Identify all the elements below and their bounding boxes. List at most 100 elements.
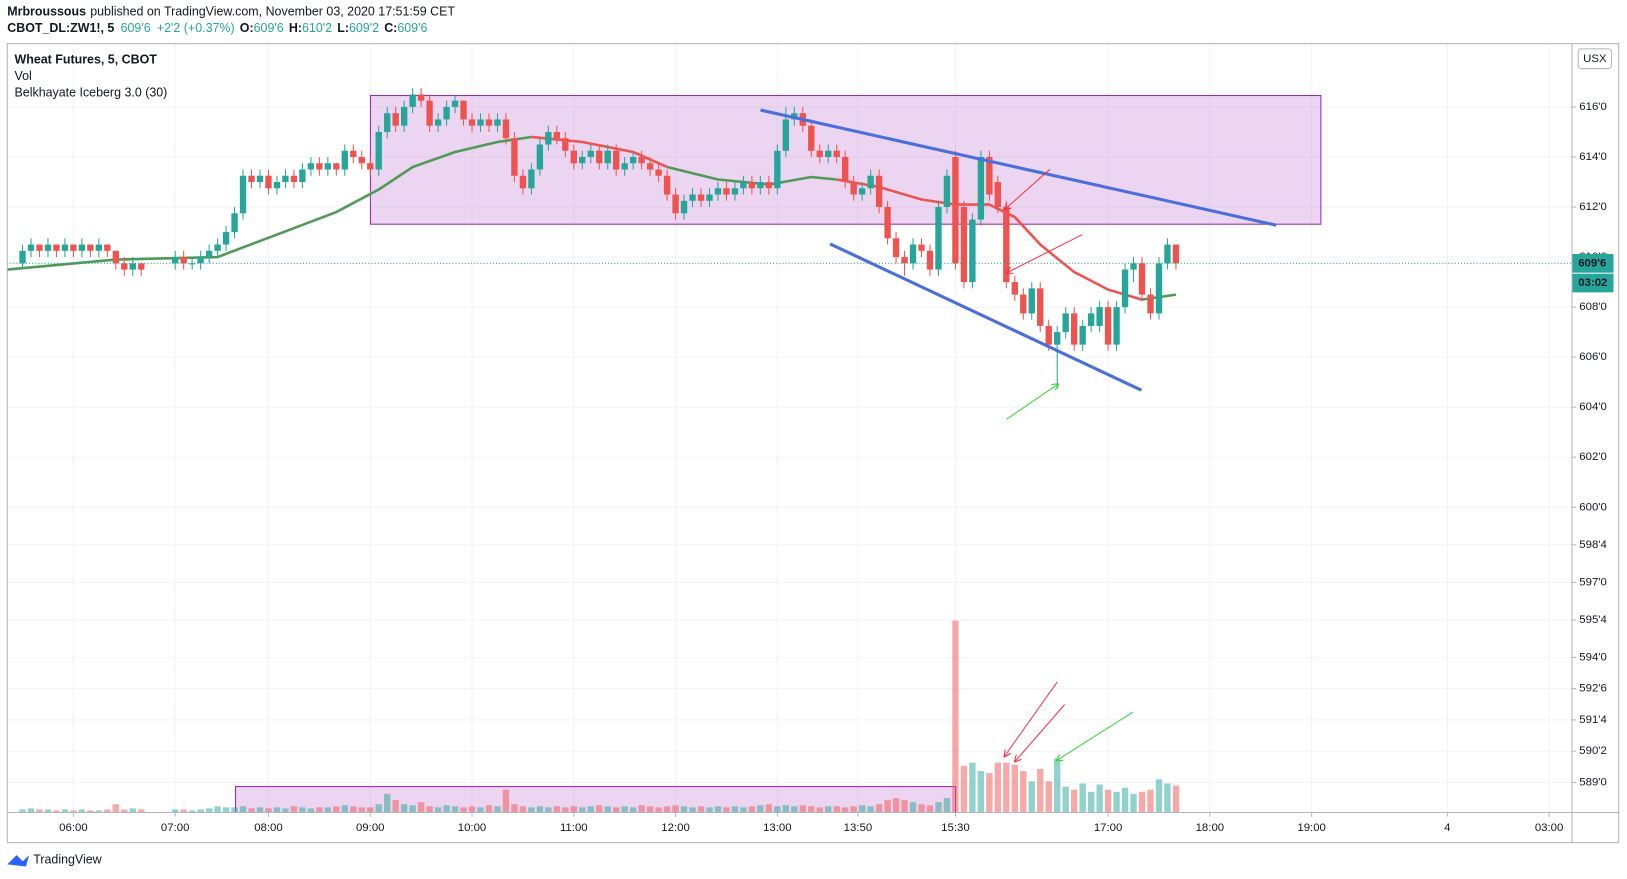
volume-bar [44, 809, 52, 813]
candle-body [87, 244, 94, 251]
candle-body [299, 169, 306, 183]
candle-body [748, 182, 756, 189]
volume-bar [1003, 762, 1010, 813]
volume-bar [282, 808, 289, 813]
volume-bar [1155, 779, 1163, 813]
volume-bar [367, 807, 374, 813]
volume-bar [1164, 783, 1171, 813]
quote-line: CBOT_DL:ZW1!, 5 609'6 +2'2 (+0.37%) O:609'6… [7, 21, 427, 35]
volume-bar [528, 807, 535, 813]
candle-body [197, 257, 204, 264]
candle-body [1172, 244, 1180, 264]
volume-bar [1062, 786, 1069, 813]
volume-bar [765, 804, 773, 813]
volume-bar [799, 805, 806, 813]
change: +2'2 (+0.37%) [157, 21, 235, 35]
candle-body [562, 138, 569, 151]
candle-body [646, 163, 654, 170]
x-tick-label: 12:00 [661, 822, 690, 834]
countdown-badge [1572, 273, 1614, 293]
volume-bar [1121, 787, 1129, 813]
y-tick-label: 590'2 [1579, 745, 1607, 757]
volume-bar [172, 809, 179, 813]
candle-body [1121, 269, 1129, 308]
candle-body [1138, 263, 1146, 295]
candle-body [918, 244, 925, 251]
volume-bar [324, 807, 332, 813]
candle-body [1062, 313, 1069, 333]
candle-body [969, 219, 976, 283]
candle-body [417, 94, 425, 101]
ohlc-value: 610'2 [302, 21, 332, 35]
ohlc-value: 609'6 [254, 21, 284, 35]
volume-bar [1172, 785, 1180, 813]
volume-bar [256, 807, 264, 813]
candle-body [1147, 294, 1154, 314]
candle-body [1037, 288, 1044, 326]
trendline [829, 242, 1143, 392]
candle-body [774, 150, 781, 189]
candle-body [129, 263, 136, 270]
candle-body [1028, 288, 1035, 314]
currency: USX [1583, 53, 1607, 65]
candle-body [367, 163, 374, 170]
last-price-label: 609'6 [1578, 257, 1606, 269]
volume-bar [138, 809, 145, 813]
x-tick-label: 07:00 [161, 822, 190, 834]
volume-bar [875, 804, 883, 813]
volume-bar [731, 806, 739, 813]
volume-bar [426, 806, 433, 813]
volume-bar [19, 809, 26, 813]
candle-body [188, 263, 196, 265]
candle-body [53, 244, 60, 251]
volume-bar [629, 807, 637, 813]
candle-body [960, 207, 968, 283]
volume-bar [53, 810, 60, 813]
volume-bar [494, 806, 501, 813]
volume-bar [587, 806, 594, 813]
candle-body [61, 244, 69, 251]
candle-body [638, 156, 645, 164]
candle-body [926, 250, 934, 270]
volume-bar [273, 807, 281, 813]
y-tick-label: 604'0 [1579, 401, 1607, 413]
volume-bar [350, 806, 357, 813]
axes: 616'0614'0612'0610'0608'0606'0604'0602'0… [59, 101, 1614, 834]
volume-bar [680, 806, 688, 813]
volume-bar [638, 805, 645, 813]
volume-bar [341, 805, 348, 813]
candle-body [765, 182, 773, 189]
volume-bar [434, 807, 442, 813]
moving-average [836, 178, 1143, 301]
volume-bar [596, 805, 603, 813]
symbol: CBOT_DL:ZW1!, 5 [7, 21, 114, 35]
volume-bar [672, 805, 679, 813]
author: Mrbroussous [7, 5, 86, 19]
candle-body [655, 169, 662, 176]
legend-item: Wheat Futures, 5, CBOT [15, 53, 158, 67]
candle-body [1164, 244, 1171, 264]
published: published on TradingView.com, November 0… [90, 5, 455, 19]
candle-body [239, 175, 247, 214]
x-tick-label: 13:00 [763, 822, 792, 834]
volume-bar [129, 808, 136, 813]
y-tick-label: 600'0 [1579, 501, 1607, 513]
volume-bar [706, 807, 713, 813]
volume-bar [816, 807, 823, 813]
volume-bar [1147, 789, 1154, 813]
candle-body [341, 150, 348, 170]
volume-bar [1087, 791, 1095, 813]
volume-bar [613, 807, 620, 813]
x-tick-label: 17:00 [1094, 822, 1123, 834]
candle-body [604, 150, 611, 164]
volume-bar [536, 806, 544, 813]
y-tick-label: 598'4 [1579, 539, 1607, 551]
volume-bar [104, 809, 111, 813]
candle-body [256, 175, 264, 183]
volume-bar [655, 807, 662, 813]
volume-bar [333, 806, 340, 813]
candle-body [528, 169, 535, 189]
volume-bar [460, 807, 467, 813]
volume-bar [248, 808, 255, 813]
